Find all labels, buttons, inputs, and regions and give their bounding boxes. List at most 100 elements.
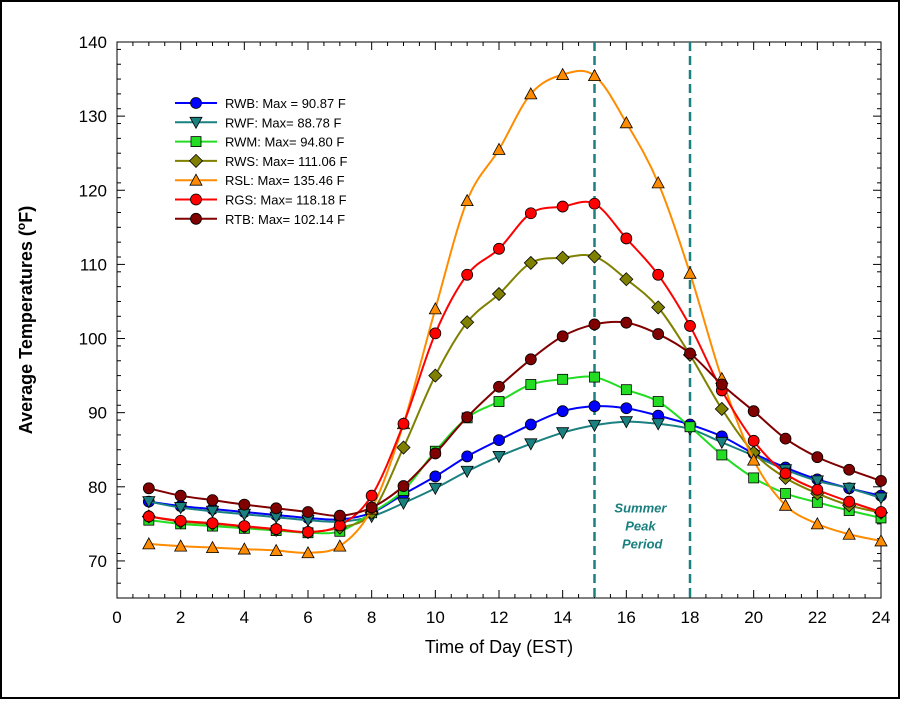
data-point xyxy=(875,506,887,518)
legend-marker xyxy=(189,116,203,130)
axis-ticks xyxy=(116,41,882,599)
data-point xyxy=(557,373,569,385)
data-point xyxy=(651,300,666,315)
x-tick-label: 6 xyxy=(303,608,312,627)
data-point xyxy=(493,396,505,407)
data-point xyxy=(619,416,634,429)
data-point xyxy=(620,384,632,396)
data-point xyxy=(714,401,729,417)
data-point xyxy=(173,502,188,515)
data-point xyxy=(428,482,443,496)
data-point xyxy=(874,534,888,547)
data-point xyxy=(460,465,474,479)
data-point xyxy=(206,517,219,530)
data-point xyxy=(587,249,602,264)
data-point xyxy=(269,543,283,556)
y-axis-title-unit: F) xyxy=(16,206,36,223)
x-tick-label: 12 xyxy=(490,608,509,627)
data-point xyxy=(493,380,505,393)
data-point xyxy=(684,347,696,360)
data-point xyxy=(652,396,664,407)
data-point xyxy=(779,432,792,445)
data-point xyxy=(302,506,314,518)
legend-label: RWS: Max= 111.06 F xyxy=(225,154,348,169)
y-tick-label: 90 xyxy=(88,404,107,423)
data-point xyxy=(142,537,156,550)
data-point xyxy=(302,526,314,538)
data-point xyxy=(460,193,474,207)
data-point xyxy=(429,470,442,483)
data-point xyxy=(428,368,443,383)
y-tick-label: 120 xyxy=(79,181,107,200)
data-point xyxy=(523,255,538,270)
data-point xyxy=(333,509,346,522)
y-axis-title: Average Temperatures (oF) xyxy=(14,206,36,434)
data-point xyxy=(748,472,760,484)
tick-labels: 0 2 4 6 8 10 12 14 16 18 20 22 247080901001101201301… xyxy=(79,33,891,627)
data-point xyxy=(746,453,761,466)
data-point xyxy=(428,302,443,315)
data-point xyxy=(588,197,601,210)
data-point xyxy=(206,494,219,507)
y-axis-title-degree: o xyxy=(14,223,28,230)
data-point xyxy=(365,501,378,514)
data-point xyxy=(461,411,474,424)
data-point xyxy=(524,353,537,366)
x-tick-label: 22 xyxy=(808,608,827,627)
data-point xyxy=(588,318,601,331)
data-point xyxy=(270,523,283,535)
y-axis-title-main: Average Temperatures ( xyxy=(16,230,36,434)
data-point xyxy=(397,480,410,492)
data-point xyxy=(492,451,506,464)
data-point xyxy=(588,400,601,413)
data-point xyxy=(429,447,442,460)
data-point xyxy=(875,474,887,487)
data-point xyxy=(460,315,475,330)
data-point xyxy=(397,417,410,430)
legend-marker xyxy=(190,193,202,206)
data-point xyxy=(555,67,570,81)
data-point xyxy=(270,502,283,515)
legend-marker xyxy=(188,153,204,168)
data-point xyxy=(492,142,506,155)
data-point xyxy=(620,316,633,329)
data-point xyxy=(619,272,634,287)
data-point xyxy=(652,268,665,281)
data-point xyxy=(396,440,411,455)
data-point xyxy=(684,421,696,433)
data-point xyxy=(461,268,474,281)
y-tick-label: 140 xyxy=(79,33,107,52)
data-point xyxy=(843,463,856,476)
data-point xyxy=(556,330,569,343)
data-point xyxy=(684,320,696,332)
annotation-line-2: Peak xyxy=(625,519,656,534)
data-point xyxy=(589,371,600,383)
data-point xyxy=(205,540,220,553)
data-point xyxy=(651,418,665,431)
y-tick-label: 80 xyxy=(88,478,107,497)
data-point xyxy=(652,328,665,340)
data-point xyxy=(619,115,634,129)
legend-label: RWF: Max= 88.78 F xyxy=(225,115,341,130)
data-point xyxy=(716,449,728,461)
legend-label: RSL: Max= 135.46 F xyxy=(225,173,345,188)
data-point xyxy=(461,450,474,463)
x-tick-label: 2 xyxy=(176,608,185,627)
x-tick-label: 24 xyxy=(872,608,891,627)
data-point xyxy=(620,402,633,415)
data-point xyxy=(301,545,315,559)
x-tick-label: 20 xyxy=(744,608,763,627)
x-tick-label: 4 xyxy=(240,608,249,627)
legend-label: RWM: Max= 94.80 F xyxy=(225,135,344,150)
data-point xyxy=(238,520,251,532)
data-point xyxy=(174,515,187,527)
series-6 xyxy=(142,316,887,522)
legend: RWB: Max = 90.87 F RWF: Max= 88.78 F RWM: … xyxy=(175,96,348,227)
x-tick-label: 10 xyxy=(426,608,445,627)
data-point xyxy=(842,482,856,496)
series-5 xyxy=(142,197,887,538)
data-point xyxy=(779,467,792,480)
data-point xyxy=(525,379,537,390)
